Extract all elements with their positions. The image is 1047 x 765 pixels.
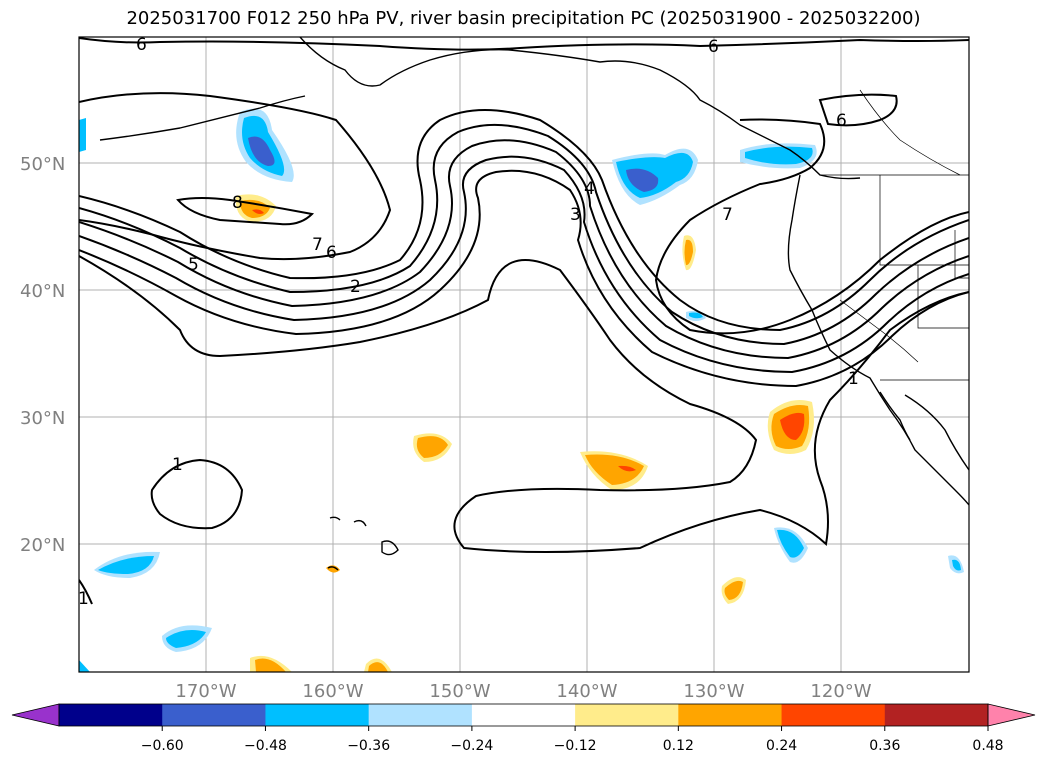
pv-label: 1 <box>78 589 89 609</box>
colorbar-tick-label: −0.48 <box>244 738 287 754</box>
pv-contour-7-loop <box>654 118 969 335</box>
colorbar-tick-label: −0.60 <box>141 738 184 754</box>
precip-blob-neg-edge-sw <box>79 660 90 672</box>
pv-label: 8 <box>232 193 243 213</box>
colorbar-extend-low <box>11 703 60 727</box>
pv-contour-1-w <box>79 579 93 605</box>
colorbar-cell <box>162 704 266 726</box>
political-borders <box>820 89 969 381</box>
colorbar-cell <box>59 704 163 726</box>
pv-label: 5 <box>188 255 199 275</box>
colorbar: −0.60 −0.48 −0.36 −0.24 −0.12 0.12 0.24 0.36 0.4… <box>11 703 1036 754</box>
colorbar-cell <box>471 704 576 726</box>
map-frame <box>78 36 970 673</box>
colorbar-cell <box>265 704 370 726</box>
lon-label: 140°W <box>556 681 617 702</box>
pv-label: 6 <box>708 37 719 57</box>
pv-contour-north-6 <box>79 37 969 51</box>
pv-contour-ridge-4 <box>79 155 969 374</box>
colorbar-tick-label: −0.36 <box>347 738 390 754</box>
pv-contour-big <box>79 255 969 553</box>
coast-hawaii-3 <box>329 516 341 521</box>
colorbar-cell <box>884 704 989 726</box>
colorbar-extend-high <box>987 703 1036 727</box>
colorbar-tick-label: −0.12 <box>554 738 597 754</box>
lon-label: 160°W <box>302 681 363 702</box>
pv-contour-ridge-1 <box>79 109 969 332</box>
lon-label: 170°W <box>175 681 236 702</box>
lat-label: 40°N <box>20 281 65 302</box>
pv-label: 6 <box>836 111 847 131</box>
precip-shading <box>79 108 964 672</box>
pv-label: 2 <box>350 277 361 297</box>
lon-label: 150°W <box>429 681 490 702</box>
lat-labels: 50°N 40°N 30°N 20°N <box>20 154 65 556</box>
pv-label: 3 <box>570 205 581 225</box>
colorbar-tick-label: −0.24 <box>450 738 493 754</box>
pv-contour-ridge-2 <box>79 123 969 346</box>
pv-contours <box>79 37 969 605</box>
coastlines <box>99 37 969 571</box>
pv-contour-2 <box>79 92 392 261</box>
pv-label: 7 <box>722 205 733 225</box>
pv-label: 6 <box>136 35 147 55</box>
lon-label: 120°W <box>810 681 871 702</box>
lat-label: 20°N <box>20 535 65 556</box>
colorbar-cell <box>368 704 473 726</box>
lat-label: 50°N <box>20 154 65 175</box>
pv-label: 1 <box>172 455 183 475</box>
coast-aleutians <box>99 95 306 141</box>
pv-label: 7 <box>312 235 323 255</box>
pv-label: 4 <box>584 179 595 199</box>
coast-westcoast <box>787 174 969 506</box>
colorbar-cell <box>781 704 886 726</box>
colorbar-tick-label: 0.36 <box>869 738 900 754</box>
precip-blob-neg-edge <box>79 118 86 152</box>
coast-alaska <box>299 37 861 180</box>
pv-contour-labels: 6 6 6 8 5 7 6 2 4 3 7 1 1 1 <box>78 35 859 609</box>
pv-contour-6-ne <box>818 93 898 127</box>
coast-hawaii-2 <box>353 519 367 527</box>
colorbar-cell <box>575 704 679 726</box>
coast-baja <box>879 391 911 441</box>
pv-contour-ridge-5 <box>79 169 969 388</box>
pv-label: 1 <box>848 369 859 389</box>
lon-label: 130°W <box>683 681 744 702</box>
pv-label: 6 <box>326 243 337 263</box>
lat-label: 30°N <box>20 408 65 429</box>
colorbar-tick-label: 0.24 <box>766 738 797 754</box>
colorbar-cell <box>678 704 783 726</box>
colorbar-tick-label: 0.12 <box>663 738 694 754</box>
lon-labels: 170°W 160°W 150°W 140°W 130°W 120°W <box>175 681 871 702</box>
coast-mexico-main <box>904 394 969 471</box>
coast-hawaii-4 <box>327 566 339 571</box>
chart-title: 2025031700 F012 250 hPa PV, river basin … <box>126 8 921 29</box>
coast-hawaii-1 <box>381 540 399 556</box>
gridlines <box>79 37 969 672</box>
pv-contour-1-sw <box>150 458 244 530</box>
pv-contour-ridge-3 <box>79 139 969 360</box>
colorbar-tick-label: 0.48 <box>972 738 1003 754</box>
pv-contour-47n <box>176 197 315 226</box>
